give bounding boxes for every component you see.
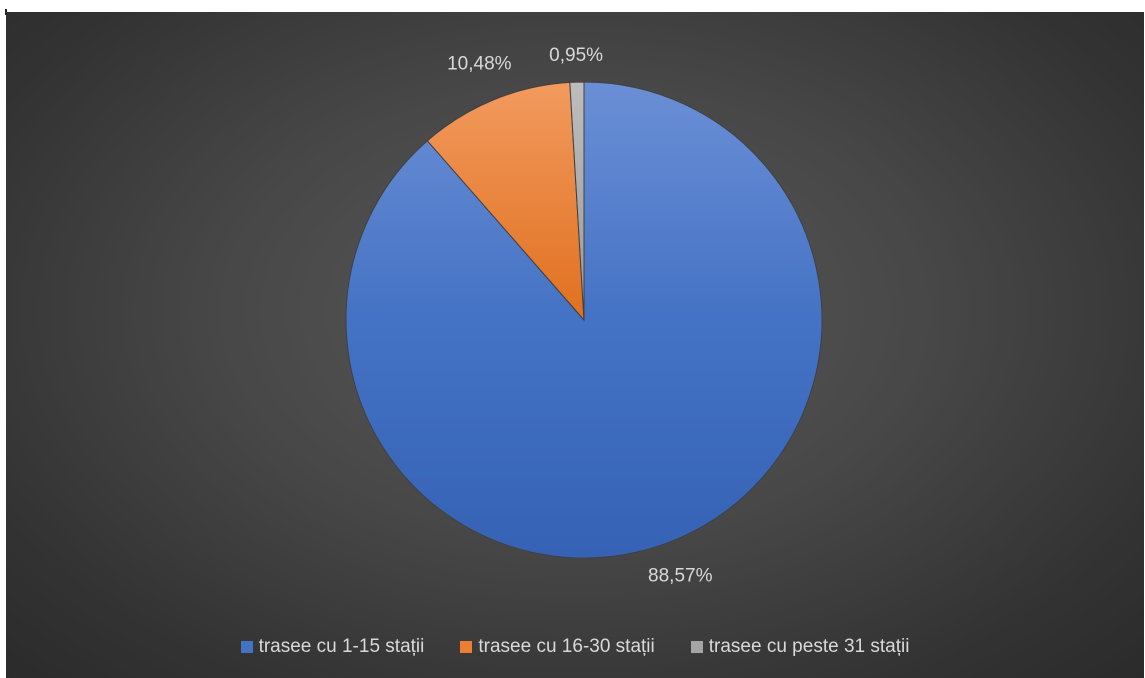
legend-item-over-31: trasee cu peste 31 stații [690, 636, 910, 658]
legend-swatch-gray [690, 641, 703, 653]
chart-area: 88,57% 10,48% 0,95% trasee cu 1-15 stații … [6, 12, 1144, 678]
legend-item-1-15: trasee cu 1-15 stații [240, 636, 425, 658]
legend-label-16-30: trasee cu 16-30 stații [478, 636, 655, 657]
legend-swatch-blue [240, 641, 253, 653]
legend: trasee cu 1-15 stații trasee cu 16-30 st… [6, 636, 1144, 658]
legend-swatch-orange [460, 641, 473, 653]
data-label-1-15: 88,57% [648, 566, 713, 587]
data-label-16-30: 10,48% [447, 54, 512, 75]
legend-label-over-31: trasee cu peste 31 stații [708, 636, 910, 657]
pie-slice-16-30 [426, 81, 585, 322]
data-label-over-31: 0,95% [549, 45, 603, 66]
legend-label-1-15: trasee cu 1-15 stații [258, 636, 425, 657]
pie-chart: 88,57% 10,48% 0,95% [345, 45, 823, 587]
pie-slice-over-31 [569, 81, 585, 321]
legend-item-16-30: trasee cu 16-30 stații [460, 636, 655, 658]
